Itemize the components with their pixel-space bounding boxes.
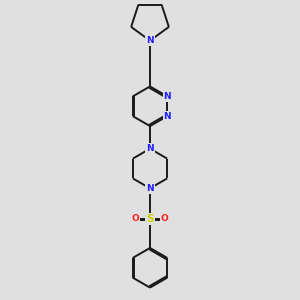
Text: N: N [164,112,171,121]
Text: N: N [146,36,154,45]
Text: S: S [146,214,154,224]
Text: O: O [160,214,168,224]
Text: O: O [132,214,140,224]
Text: N: N [164,92,171,101]
Text: N: N [146,184,154,193]
Text: N: N [146,144,154,153]
